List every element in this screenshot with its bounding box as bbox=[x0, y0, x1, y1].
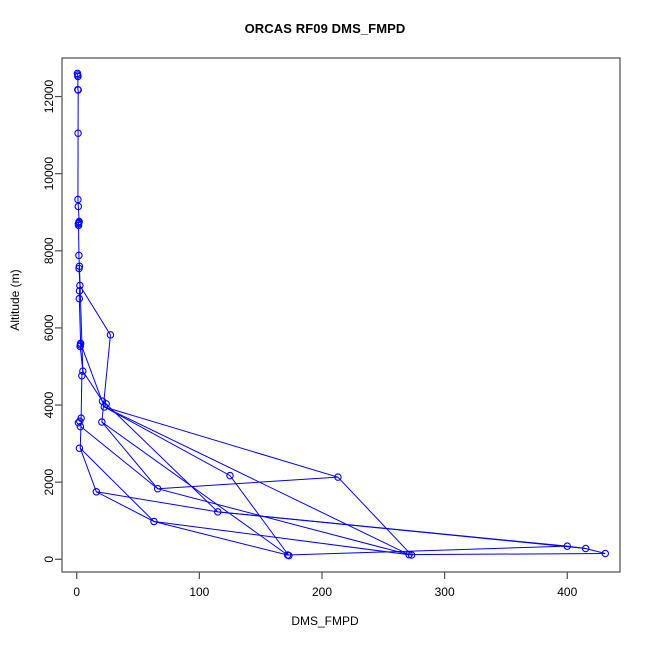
data-point bbox=[75, 251, 83, 260]
data-point bbox=[74, 202, 83, 211]
data-point bbox=[407, 551, 416, 559]
data-point bbox=[76, 342, 84, 351]
data-point bbox=[563, 542, 572, 550]
y-axis-tick-label: 4000 bbox=[42, 391, 56, 418]
data-point bbox=[213, 508, 222, 516]
data-point bbox=[153, 484, 162, 493]
data-point bbox=[285, 551, 293, 560]
data-point bbox=[74, 86, 82, 94]
data-point bbox=[75, 264, 83, 273]
y-axis-tick-label: 2000 bbox=[42, 468, 56, 495]
y-axis-tick-label: 12000 bbox=[42, 80, 56, 114]
x-axis-label: DMS_FMPD bbox=[291, 614, 359, 628]
data-point bbox=[92, 488, 101, 496]
data-point bbox=[75, 294, 84, 303]
data-point bbox=[581, 544, 590, 553]
data-point bbox=[79, 367, 87, 375]
plot-frame bbox=[61, 57, 621, 573]
data-line bbox=[101, 421, 568, 556]
data-line bbox=[79, 447, 412, 556]
data-point bbox=[74, 419, 83, 427]
data-point bbox=[75, 287, 84, 295]
data-point bbox=[601, 549, 610, 558]
data-point bbox=[74, 221, 83, 230]
x-axis-tick-label: 100 bbox=[189, 585, 209, 599]
data-point bbox=[100, 403, 109, 411]
x-axis-tick-label: 300 bbox=[435, 585, 455, 599]
data-point bbox=[76, 281, 84, 290]
data-point bbox=[150, 517, 158, 526]
data-point bbox=[76, 417, 84, 425]
data-line bbox=[80, 343, 412, 556]
data-line bbox=[78, 266, 290, 556]
data-point bbox=[98, 418, 106, 426]
y-axis-tick-label: 8000 bbox=[42, 237, 56, 264]
plot-box-border bbox=[61, 57, 621, 573]
y-axis-tick-label: 0 bbox=[42, 556, 56, 563]
data-point bbox=[226, 471, 234, 480]
chart-title: ORCAS RF09 DMS_FMPD bbox=[244, 21, 406, 36]
data-series-group bbox=[73, 69, 610, 560]
data-line bbox=[80, 426, 338, 490]
data-point bbox=[78, 371, 86, 380]
data-point bbox=[74, 72, 82, 81]
data-point bbox=[74, 195, 82, 204]
y-axis-tick-label: 10000 bbox=[42, 157, 56, 191]
x-axis-tick-label: 200 bbox=[312, 585, 332, 599]
data-point bbox=[75, 444, 84, 452]
data-point bbox=[106, 331, 115, 339]
x-axis-tick-label: 0 bbox=[73, 585, 80, 599]
data-line bbox=[96, 491, 586, 549]
data-point bbox=[334, 473, 342, 481]
data-point bbox=[74, 129, 82, 137]
y-axis-label: Altitude (m) bbox=[8, 269, 22, 331]
x-axis-tick-label: 400 bbox=[557, 585, 577, 599]
data-point bbox=[76, 422, 85, 431]
y-axis-tick-label: 6000 bbox=[42, 314, 56, 341]
